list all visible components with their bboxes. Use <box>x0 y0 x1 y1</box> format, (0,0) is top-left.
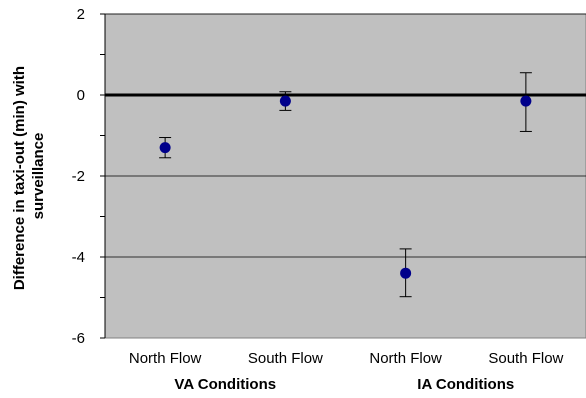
x-group-label: IA Conditions <box>417 376 514 393</box>
x-category-label: North Flow <box>129 350 202 367</box>
y-tick-label: -4 <box>72 249 85 266</box>
y-axis <box>100 13 106 339</box>
y-tick-label: 2 <box>77 6 85 23</box>
y-axis-title: Difference in taxi-out (min) with survei… <box>11 62 47 290</box>
x-category-label: South Flow <box>488 350 563 367</box>
y-tick-label: 0 <box>77 87 85 104</box>
y-tick-label: -6 <box>72 330 85 347</box>
x-category-label: North Flow <box>369 350 442 367</box>
y-axis-title-line-1: Difference in taxi-out (min) with <box>11 66 28 290</box>
y-tick-labels: 2 0 -2 -4 -6 <box>72 6 85 347</box>
data-points <box>159 95 532 279</box>
data-point <box>279 95 291 107</box>
y-tick-label: -2 <box>72 168 85 185</box>
data-point <box>520 95 532 107</box>
x-category-label: South Flow <box>248 350 323 367</box>
data-point <box>159 142 171 154</box>
x-group-labels: VA Conditions IA Conditions <box>174 376 514 393</box>
y-axis-title-line-2: surveillance <box>30 133 47 220</box>
gridlines <box>105 13 586 258</box>
data-point <box>400 267 412 279</box>
x-category-labels: North Flow South Flow North Flow South Flow <box>129 350 564 367</box>
x-group-label: VA Conditions <box>174 376 276 393</box>
